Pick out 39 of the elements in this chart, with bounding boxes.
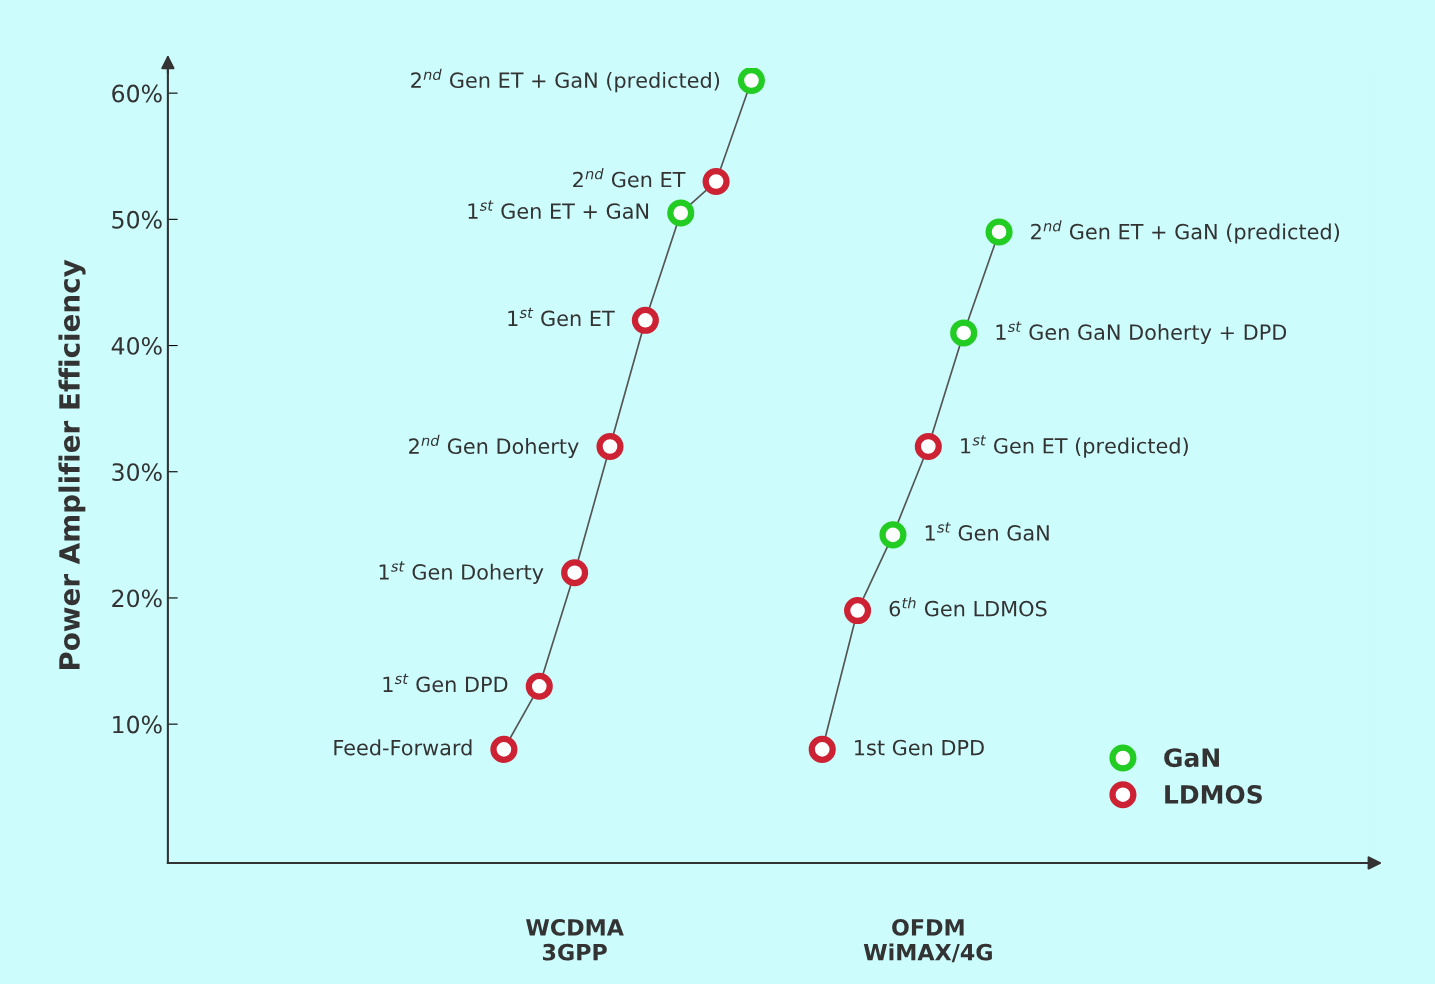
y-tick-label: 50% xyxy=(112,210,162,229)
annotation: 1$^{st}$ Gen ET (predicted) xyxy=(961,435,1188,458)
annotation: 1$^{st}$ Gen Doherty xyxy=(379,561,544,584)
point xyxy=(914,432,942,461)
y-tick-label: 10% xyxy=(113,715,162,734)
annotation: 6$^{th}$ Gen LDMOS xyxy=(889,597,1047,617)
point xyxy=(561,559,589,587)
x-tick-label: OFDM WiMAX/4G xyxy=(863,918,992,963)
point xyxy=(702,167,730,196)
annotation: 1$^{st}$ Gen ET xyxy=(508,307,615,327)
x-tick-label: WCDMA 3GPP xyxy=(526,918,624,961)
y-tick-label: 30% xyxy=(112,463,162,482)
annotation: 1st Gen DPD xyxy=(855,739,984,756)
point xyxy=(808,735,836,763)
y-tick-label: 20% xyxy=(112,589,162,608)
point xyxy=(631,306,659,334)
y-axis-title: Power Amplifier Efficiency xyxy=(58,259,86,670)
point xyxy=(879,521,907,549)
point xyxy=(490,735,518,763)
y-tick-label: 60% xyxy=(112,84,162,103)
annotation: 1$^{st}$ Gen GaN Doherty + DPD xyxy=(996,321,1287,345)
point xyxy=(950,319,978,347)
point xyxy=(525,672,553,700)
annotation: 1$^{st}$ Gen ET + GaN xyxy=(468,200,649,219)
point xyxy=(596,432,624,461)
point xyxy=(844,597,872,625)
annotation: 2$^{nd}$ Gen ET + GaN (predicted) xyxy=(1031,220,1339,244)
annotation: Feed-Forward xyxy=(334,739,472,756)
annotation: 2$^{nd}$ Gen ET xyxy=(573,168,686,188)
legend-label: GaN xyxy=(1164,748,1219,768)
point xyxy=(667,199,695,227)
annotation: 1$^{st}$ Gen GaN xyxy=(925,522,1049,541)
y-tick-label: 40% xyxy=(111,336,162,355)
point xyxy=(737,67,766,95)
annotation: 1$^{st}$ Gen DPD xyxy=(383,673,508,693)
legend-label: LDMOS xyxy=(1165,784,1262,804)
annotation: 2$^{nd}$ Gen ET + GaN (predicted) xyxy=(411,68,720,93)
point xyxy=(985,218,1013,246)
annotation: 2$^{nd}$ Gen Doherty xyxy=(409,434,579,459)
